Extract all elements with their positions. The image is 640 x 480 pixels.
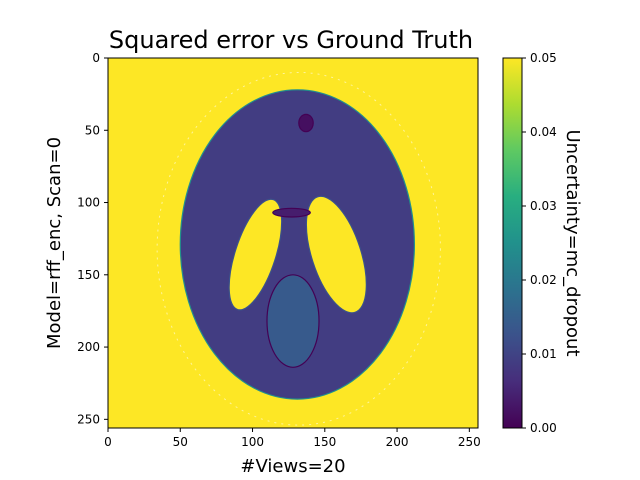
x-tick-label: 250 (458, 435, 481, 449)
y-tick-label: 0 (92, 51, 100, 65)
y-tick-label: 50 (85, 123, 100, 137)
colorbar (502, 57, 523, 429)
heatmap-region-main-ellipse (179, 89, 416, 400)
colorbar-tick-label: 0.00 (530, 421, 557, 435)
heatmap-region-left-lobe (228, 198, 283, 311)
x-tick-label: 50 (173, 435, 188, 449)
heatmap-region-center-bar (272, 207, 311, 218)
heatmap-region-right-lobe (305, 195, 367, 314)
x-tick-label: 0 (104, 435, 112, 449)
colorbar-tick-label: 0.02 (530, 273, 557, 287)
y-axis-ticks: 0 50 100 150 200 250 (77, 51, 108, 426)
x-tick-label: 200 (386, 435, 409, 449)
colorbar-tick-label: 0.04 (530, 125, 557, 139)
y-tick-label: 150 (77, 268, 100, 282)
x-axis-label: #Views=20 (240, 456, 345, 477)
x-tick-label: 100 (241, 435, 264, 449)
colorbar-label: Uncertainty=mc_dropout (562, 129, 583, 356)
y-tick-label: 250 (77, 412, 100, 426)
y-tick-label: 200 (77, 340, 100, 354)
heatmap-region-top-dot (298, 113, 314, 133)
y-axis-label: Model=rff_enc, Scan=0 (44, 137, 65, 349)
colorbar-tick-label: 0.03 (530, 199, 557, 213)
heatmap-region-lower-ellipse (266, 274, 320, 368)
y-tick-label: 100 (77, 196, 100, 210)
colorbar-ticks: 0.00 0.01 0.02 0.03 0.04 0.05 (522, 51, 557, 435)
plot-frame (107, 57, 479, 429)
x-axis-ticks: 0 50 100 150 200 250 (104, 428, 481, 449)
heatmap-plot-area (108, 58, 478, 428)
colorbar-tick-label: 0.05 (530, 51, 557, 65)
x-tick-label: 150 (313, 435, 336, 449)
colorbar-tick-label: 0.01 (530, 347, 557, 361)
halo-rim (156, 71, 441, 426)
chart-title: Squared error vs Ground Truth (109, 26, 473, 54)
